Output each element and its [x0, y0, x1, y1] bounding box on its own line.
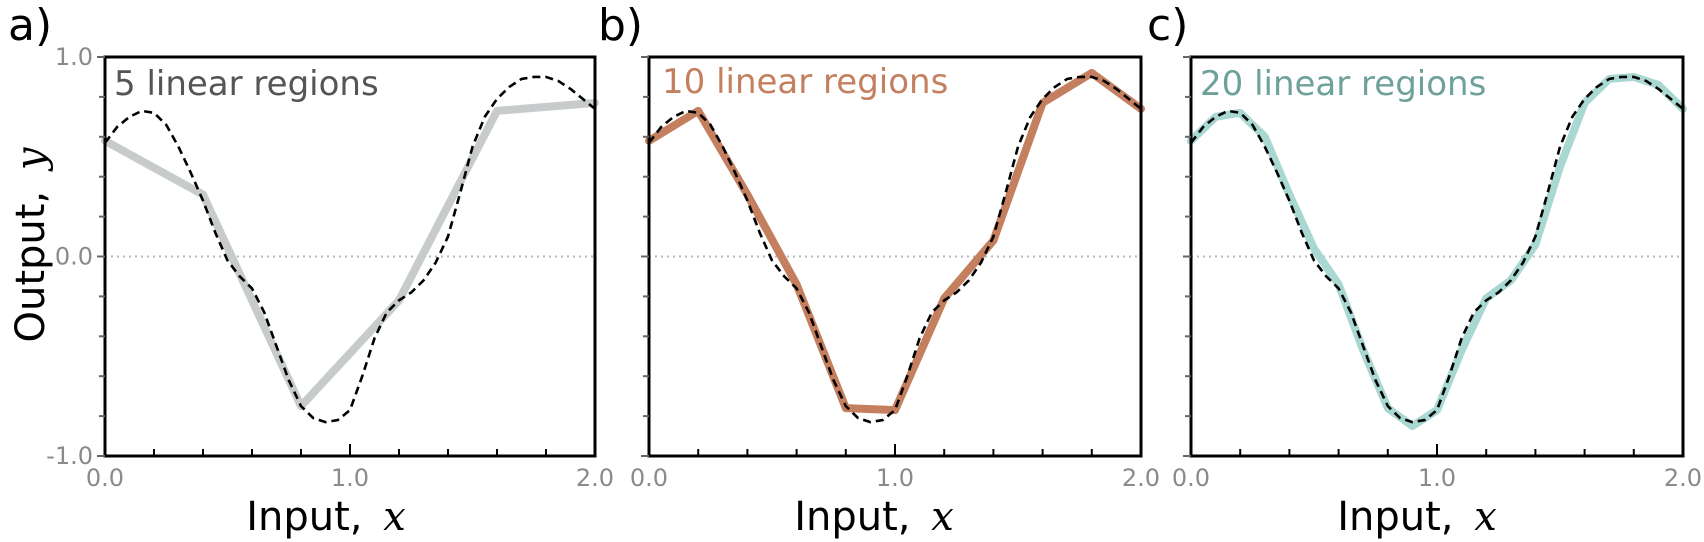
- y-axis-label: Output,: [8, 191, 54, 343]
- panel-a: a) Output, y Input, x 0.0 1.0 2.01.00.0-1.…: [8, 0, 614, 540]
- chart-title: 5 linear regions: [114, 64, 379, 104]
- true-function-line: [103, 75, 596, 424]
- y-tick-label: 0.0: [55, 243, 93, 271]
- x-tick-label: 2.0: [1122, 464, 1160, 492]
- panel-b: b) Input, x 0.0 1.0 2.0 10 linear regions: [598, 0, 1160, 540]
- x-axis-label: Input,: [794, 494, 910, 540]
- x-tick-label: 0.0: [1172, 464, 1210, 492]
- x-axis-title: Input, x: [1337, 494, 1497, 540]
- y-tick-label: 1.0: [55, 43, 93, 71]
- panel-c: c) Input, x 0.0 1.0 2.0 20 linear regions: [1147, 0, 1702, 540]
- panel-label: c): [1147, 0, 1188, 51]
- x-tick-label: 2.0: [576, 464, 614, 492]
- x-axis-variable: x: [931, 494, 954, 540]
- x-tick-label: 2.0: [1664, 464, 1702, 492]
- y-axis-variable: y: [8, 146, 54, 172]
- x-tick-label: 1.0: [331, 464, 369, 492]
- x-axis-title: Input, x: [794, 494, 954, 540]
- x-tick-label: 0.0: [630, 464, 668, 492]
- x-tick-label: 0.0: [86, 464, 124, 492]
- true-function-line: [1189, 75, 1684, 424]
- x-axis-label: Input,: [246, 494, 362, 540]
- x-axis-title: Input, x: [246, 494, 406, 540]
- panel-label: a): [8, 0, 52, 51]
- true-function-line: [647, 75, 1142, 424]
- approximation-series-line: [645, 68, 1145, 415]
- y-axis-title: Output, y: [8, 146, 54, 342]
- x-tick-label: 1.0: [1418, 464, 1456, 492]
- y-tick-label: -1.0: [46, 442, 93, 470]
- x-tick-label: 1.0: [876, 464, 914, 492]
- x-axis-variable: x: [1474, 494, 1497, 540]
- x-axis-variable: x: [383, 494, 406, 540]
- chart-title: 20 linear regions: [1200, 64, 1486, 104]
- x-axis-label: Input,: [1337, 494, 1453, 540]
- chart-title: 10 linear regions: [662, 62, 948, 102]
- approximation-series-line: [101, 98, 599, 411]
- panel-label: b): [598, 0, 643, 51]
- approximation-series-line: [1187, 72, 1687, 431]
